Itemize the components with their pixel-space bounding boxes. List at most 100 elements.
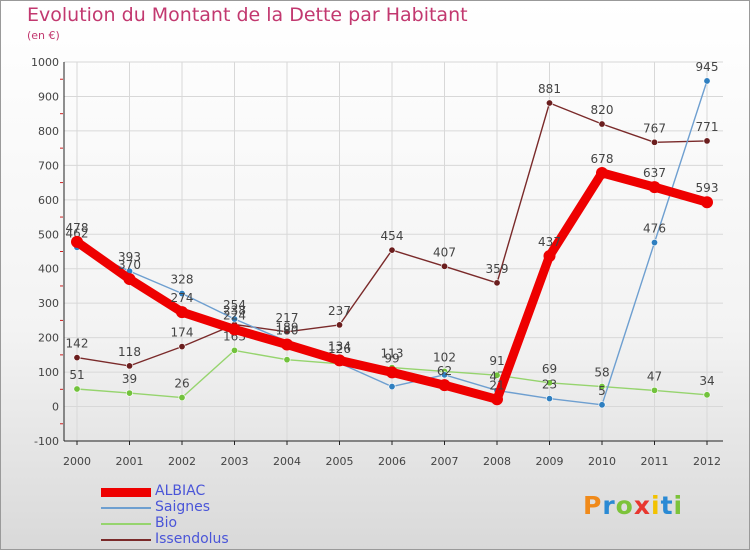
data-label-saignes: 5 bbox=[598, 384, 606, 398]
data-point-albiac bbox=[176, 306, 188, 319]
data-label-issendolus: 359 bbox=[486, 262, 509, 276]
legend-label: Bio bbox=[155, 515, 178, 531]
y-tick-label: 300 bbox=[38, 297, 59, 310]
x-tick-label: 2008 bbox=[483, 455, 511, 468]
y-tick-label: 500 bbox=[38, 228, 59, 241]
data-label-bio: 69 bbox=[542, 362, 557, 376]
data-label-albiac: 134 bbox=[328, 339, 351, 353]
data-point-bio bbox=[545, 379, 553, 387]
data-label-saignes: 126 bbox=[328, 342, 351, 356]
data-label-issendolus: 174 bbox=[171, 326, 194, 340]
y-tick-label: 700 bbox=[38, 159, 59, 172]
data-point-bio bbox=[703, 391, 711, 399]
data-point-issendolus bbox=[335, 321, 343, 329]
data-point-albiac bbox=[123, 273, 136, 286]
x-tick-label: 2009 bbox=[536, 455, 564, 468]
data-point-bio bbox=[231, 346, 239, 354]
x-tick-label: 2011 bbox=[641, 455, 669, 468]
data-label-issendolus: 771 bbox=[696, 120, 719, 134]
data-label-issendolus: 820 bbox=[591, 103, 614, 117]
data-label-bio: 26 bbox=[174, 377, 189, 391]
data-label-albiac: 224 bbox=[223, 308, 246, 322]
x-tick-label: 2012 bbox=[693, 455, 721, 468]
data-label-saignes: 23 bbox=[542, 378, 557, 392]
logo-letter: i bbox=[651, 491, 661, 520]
logo-letter: o bbox=[615, 491, 634, 520]
data-label-bio: 51 bbox=[69, 368, 84, 382]
data-label-issendolus: 767 bbox=[643, 121, 666, 135]
data-label-issendolus: 118 bbox=[118, 345, 141, 359]
data-label-bio: 47 bbox=[647, 369, 662, 383]
legend-label: Issendolus bbox=[155, 531, 229, 547]
data-point-saignes bbox=[703, 77, 711, 85]
data-point-bio bbox=[283, 356, 291, 364]
data-point-bio bbox=[493, 371, 501, 379]
data-point-issendolus bbox=[545, 99, 553, 107]
data-label-issendolus: 407 bbox=[433, 245, 456, 259]
data-point-bio bbox=[598, 383, 606, 391]
data-label-albiac: 370 bbox=[118, 258, 141, 272]
data-label-saignes: 945 bbox=[696, 60, 719, 74]
data-label-albiac: 62 bbox=[437, 364, 452, 378]
data-point-albiac bbox=[596, 166, 608, 179]
legend-swatch bbox=[101, 507, 151, 509]
x-tick-label: 2005 bbox=[326, 455, 354, 468]
y-tick-label: 400 bbox=[38, 263, 59, 276]
y-tick-label: 1000 bbox=[31, 56, 59, 69]
data-point-albiac bbox=[543, 249, 556, 262]
data-label-albiac: 274 bbox=[171, 291, 194, 305]
x-tick-label: 2006 bbox=[378, 455, 406, 468]
y-tick-label: 100 bbox=[38, 366, 59, 379]
logo-letter: r bbox=[602, 491, 616, 520]
data-point-bio bbox=[73, 385, 81, 393]
y-tick-label: 0 bbox=[52, 401, 59, 414]
x-tick-label: 2002 bbox=[168, 455, 196, 468]
data-label-saignes: 476 bbox=[643, 222, 666, 236]
data-label-albiac: 678 bbox=[591, 152, 614, 166]
data-point-issendolus bbox=[493, 279, 501, 287]
data-point-albiac bbox=[386, 366, 398, 379]
data-label-bio: 58 bbox=[594, 366, 609, 380]
data-point-issendolus bbox=[388, 246, 396, 254]
x-tick-label: 2010 bbox=[588, 455, 616, 468]
legend-swatch bbox=[101, 523, 151, 525]
data-label-issendolus: 237 bbox=[328, 304, 351, 318]
data-point-albiac bbox=[71, 235, 83, 248]
legend-label: Saignes bbox=[155, 499, 211, 515]
data-point-albiac bbox=[281, 338, 293, 351]
data-label-issendolus: 217 bbox=[276, 311, 299, 325]
data-label-bio: 91 bbox=[489, 354, 504, 368]
data-point-issendolus bbox=[703, 137, 711, 145]
data-point-saignes bbox=[178, 290, 186, 298]
x-tick-label: 2007 bbox=[431, 455, 459, 468]
data-label-issendolus: 881 bbox=[538, 82, 561, 96]
x-tick-label: 2003 bbox=[221, 455, 249, 468]
data-point-saignes bbox=[231, 315, 239, 323]
data-label-albiac: 180 bbox=[276, 324, 299, 338]
data-point-albiac bbox=[333, 354, 346, 367]
x-tick-label: 2001 bbox=[116, 455, 144, 468]
legend-label: ALBIAC bbox=[155, 483, 206, 499]
data-label-albiac: 437 bbox=[538, 235, 561, 249]
data-label-issendolus: 238 bbox=[223, 304, 246, 318]
data-point-bio bbox=[178, 394, 186, 402]
data-point-issendolus bbox=[126, 362, 134, 370]
legend-swatch bbox=[101, 539, 151, 541]
data-point-bio bbox=[650, 386, 658, 394]
data-point-issendolus bbox=[178, 343, 186, 351]
x-tick-label: 2000 bbox=[63, 455, 91, 468]
data-point-issendolus bbox=[73, 354, 81, 362]
y-tick-label: 800 bbox=[38, 125, 59, 138]
data-point-issendolus bbox=[598, 120, 606, 128]
data-label-albiac: 99 bbox=[384, 351, 399, 365]
data-point-saignes bbox=[440, 371, 448, 379]
x-tick-label: 2004 bbox=[273, 455, 301, 468]
data-point-saignes bbox=[650, 239, 658, 247]
proxiti-logo: Proxiti bbox=[583, 491, 683, 520]
data-point-saignes bbox=[598, 401, 606, 409]
data-label-saignes: 254 bbox=[223, 298, 246, 312]
logo-letter: t bbox=[660, 491, 674, 520]
data-label-bio: 39 bbox=[122, 372, 137, 386]
